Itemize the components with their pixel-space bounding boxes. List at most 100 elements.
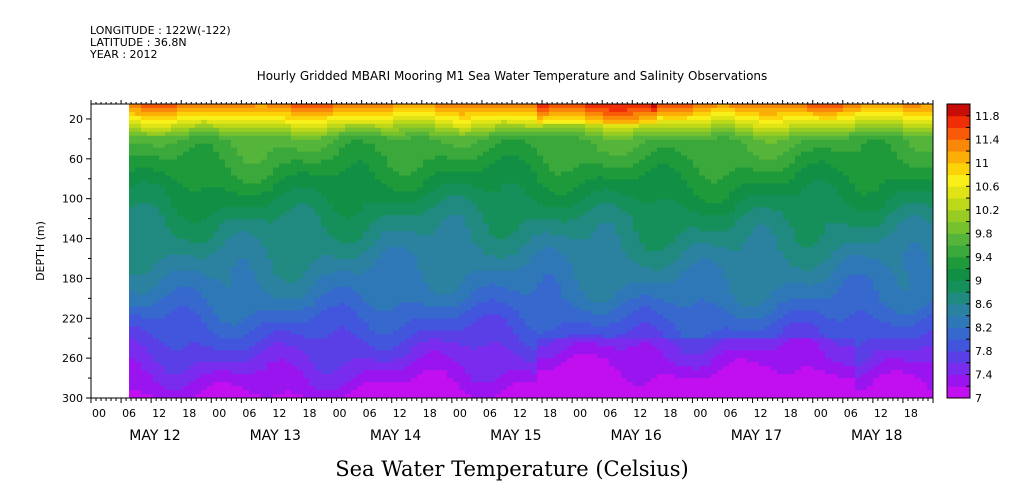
heatmap-cell: [279, 354, 286, 359]
heatmap-cell: [285, 127, 292, 133]
heatmap-cell: [303, 330, 310, 336]
heatmap-cell: [465, 131, 472, 137]
heatmap-cell: [315, 298, 322, 304]
heatmap-cell: [165, 203, 172, 208]
heatmap-cell: [375, 215, 382, 220]
heatmap-cell: [249, 163, 256, 169]
heatmap-cell: [351, 203, 358, 208]
heatmap-cell: [153, 270, 160, 276]
heatmap-cell: [141, 119, 148, 125]
heatmap-cell: [327, 302, 334, 308]
heatmap-cell: [177, 139, 184, 145]
heatmap-cell: [363, 159, 370, 165]
heatmap-cell: [513, 235, 520, 240]
heatmap-cell: [363, 227, 370, 232]
heatmap-cell: [135, 131, 142, 137]
heatmap-cell: [453, 378, 460, 383]
heatmap-cell: [417, 390, 424, 395]
heatmap-cell: [255, 139, 262, 145]
heatmap-cell: [309, 175, 316, 181]
heatmap-cell: [153, 239, 160, 244]
heatmap-cell: [345, 390, 352, 395]
heatmap-cell: [255, 159, 262, 165]
heatmap-cell: [315, 143, 322, 149]
heatmap-cell: [363, 239, 370, 244]
heatmap-cell: [213, 247, 220, 252]
heatmap-cell: [453, 358, 460, 363]
heatmap-cell: [309, 159, 316, 165]
heatmap-cell: [393, 378, 400, 383]
heatmap-cell: [303, 123, 310, 129]
heatmap-cell: [495, 370, 502, 375]
heatmap-cell: [393, 119, 400, 125]
heatmap-cell: [135, 358, 142, 363]
heatmap-cell: [237, 175, 244, 181]
heatmap-cell: [447, 306, 454, 312]
heatmap-cell: [489, 123, 496, 129]
heatmap-cell: [333, 251, 340, 256]
heatmap-cell: [195, 354, 202, 359]
heatmap-cell: [489, 155, 496, 161]
heatmap-cell: [447, 286, 454, 292]
heatmap-cell: [225, 143, 232, 149]
heatmap-cell: [345, 135, 352, 141]
heatmap-cell: [525, 175, 532, 181]
heatmap-cell: [357, 258, 364, 264]
heatmap-cell: [471, 159, 478, 165]
heatmap-cell: [213, 123, 220, 129]
heatmap-cell: [243, 386, 250, 391]
heatmap-cell: [495, 227, 502, 232]
heatmap-cell: [471, 354, 478, 359]
heatmap-cell: [417, 147, 424, 153]
heatmap-cell: [495, 286, 502, 292]
heatmap-cell: [141, 139, 148, 145]
heatmap-cell: [507, 286, 514, 292]
heatmap-cell: [513, 139, 520, 145]
heatmap-cell: [243, 123, 250, 129]
heatmap-cell: [381, 342, 388, 347]
heatmap-cell: [351, 330, 358, 336]
heatmap-cell: [477, 254, 484, 260]
heatmap-cell: [255, 243, 262, 248]
heatmap-cell: [309, 199, 316, 204]
heatmap-cell: [285, 378, 292, 383]
heatmap-cell: [513, 239, 520, 244]
heatmap-cell: [423, 119, 430, 125]
heatmap-cell: [183, 294, 190, 300]
heatmap-cell: [399, 314, 406, 320]
heatmap-cell: [363, 318, 370, 324]
heatmap-cell: [519, 231, 526, 236]
heatmap-cell: [441, 159, 448, 165]
heatmap-cell: [441, 262, 448, 268]
heatmap-cell: [171, 354, 178, 359]
heatmap-cell: [393, 294, 400, 300]
heatmap-cell: [249, 151, 256, 157]
heatmap-cell: [501, 203, 508, 208]
heatmap-cell: [381, 151, 388, 157]
heatmap-cell: [405, 354, 412, 359]
heatmap-cell: [369, 119, 376, 125]
heatmap-cell: [315, 334, 322, 339]
heatmap-cell: [393, 191, 400, 196]
heatmap-cell: [267, 334, 274, 339]
heatmap-cell: [333, 131, 340, 137]
heatmap-cell: [303, 211, 310, 216]
heatmap-cell: [321, 318, 328, 324]
heatmap-cell: [321, 227, 328, 232]
heatmap-cell: [471, 390, 478, 395]
heatmap-cell: [315, 115, 322, 121]
heatmap-cell: [279, 231, 286, 236]
heatmap-cell: [525, 155, 532, 161]
heatmap-cell: [489, 179, 496, 185]
heatmap-cell: [207, 147, 214, 153]
heatmap-cell: [267, 227, 274, 232]
heatmap-cell: [399, 278, 406, 284]
heatmap-cell: [411, 143, 418, 149]
heatmap-cell: [231, 386, 238, 391]
heatmap-cell: [483, 104, 490, 109]
temperature-field: [129, 104, 933, 398]
heatmap-cell: [201, 151, 208, 157]
heatmap-cell: [147, 247, 154, 252]
heatmap-cell: [273, 366, 280, 371]
heatmap-cell: [489, 386, 496, 391]
